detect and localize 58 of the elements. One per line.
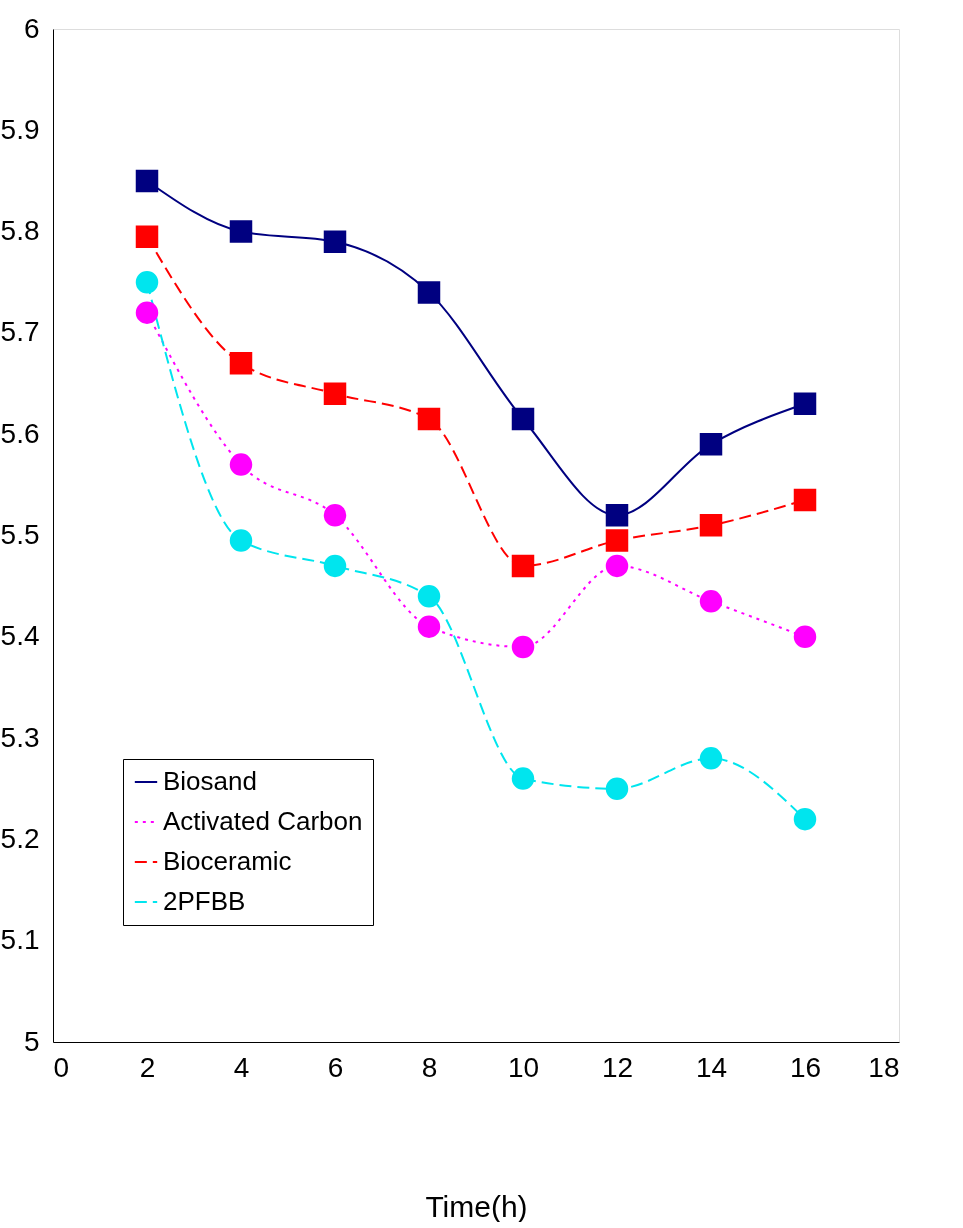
point	[229, 453, 253, 476]
x-tick-label: 8	[421, 1051, 438, 1083]
y-tick-label: 5.3	[0, 721, 40, 753]
y-tick-label: 5.1	[0, 924, 40, 956]
point	[417, 615, 441, 638]
point	[511, 635, 535, 659]
point	[793, 625, 817, 649]
y-tick-label: 5.7	[0, 316, 40, 348]
point	[793, 807, 817, 831]
point	[229, 220, 253, 243]
x-tick-label: 6	[327, 1051, 344, 1083]
x-axis-title: Time(h)	[425, 1189, 528, 1223]
point	[135, 169, 159, 193]
x-tick-label: 12	[601, 1051, 634, 1083]
point	[699, 590, 723, 613]
point	[323, 230, 347, 253]
y-tick-label: 5.5	[0, 519, 40, 550]
point	[135, 225, 159, 248]
point	[135, 271, 159, 294]
point	[605, 529, 629, 552]
x-tick-label: 10	[507, 1051, 540, 1083]
point	[699, 433, 723, 456]
y-tick-label: 5.2	[0, 822, 40, 854]
legend-label: Activated Carbon	[163, 806, 363, 836]
x-tick-label: 16	[789, 1051, 822, 1083]
point	[699, 747, 723, 770]
point	[699, 514, 723, 537]
x-tick-label: 0	[53, 1051, 70, 1083]
point	[417, 281, 441, 304]
point	[605, 503, 629, 527]
point	[323, 504, 347, 527]
point	[511, 767, 535, 790]
point	[605, 777, 629, 800]
point	[323, 382, 347, 405]
legend-label: Biosand	[163, 766, 257, 796]
point	[135, 301, 159, 324]
point	[229, 529, 253, 552]
point	[793, 392, 817, 416]
point	[605, 554, 629, 578]
point	[793, 488, 817, 512]
point	[511, 554, 535, 578]
point	[511, 407, 535, 431]
x-tick-label: 2	[139, 1051, 156, 1083]
y-tick-label: 5.8	[0, 215, 40, 247]
x-tick-label: 14	[695, 1051, 728, 1083]
point	[417, 585, 441, 608]
y-tick-label: 5	[23, 1025, 40, 1057]
y-tick-label: 5.6	[0, 417, 40, 449]
x-tick-label: 4	[233, 1051, 250, 1083]
legend-label: 2PFBB	[163, 886, 246, 916]
x-tick-label: 18	[868, 1051, 900, 1083]
y-tick-label: 5.9	[0, 113, 40, 145]
point	[417, 407, 441, 431]
y-tick-label: 6	[23, 12, 40, 44]
legend-label: Bioceramic	[163, 846, 292, 876]
point	[229, 352, 253, 375]
point	[323, 554, 347, 578]
y-tick-label: 5.4	[0, 620, 40, 652]
